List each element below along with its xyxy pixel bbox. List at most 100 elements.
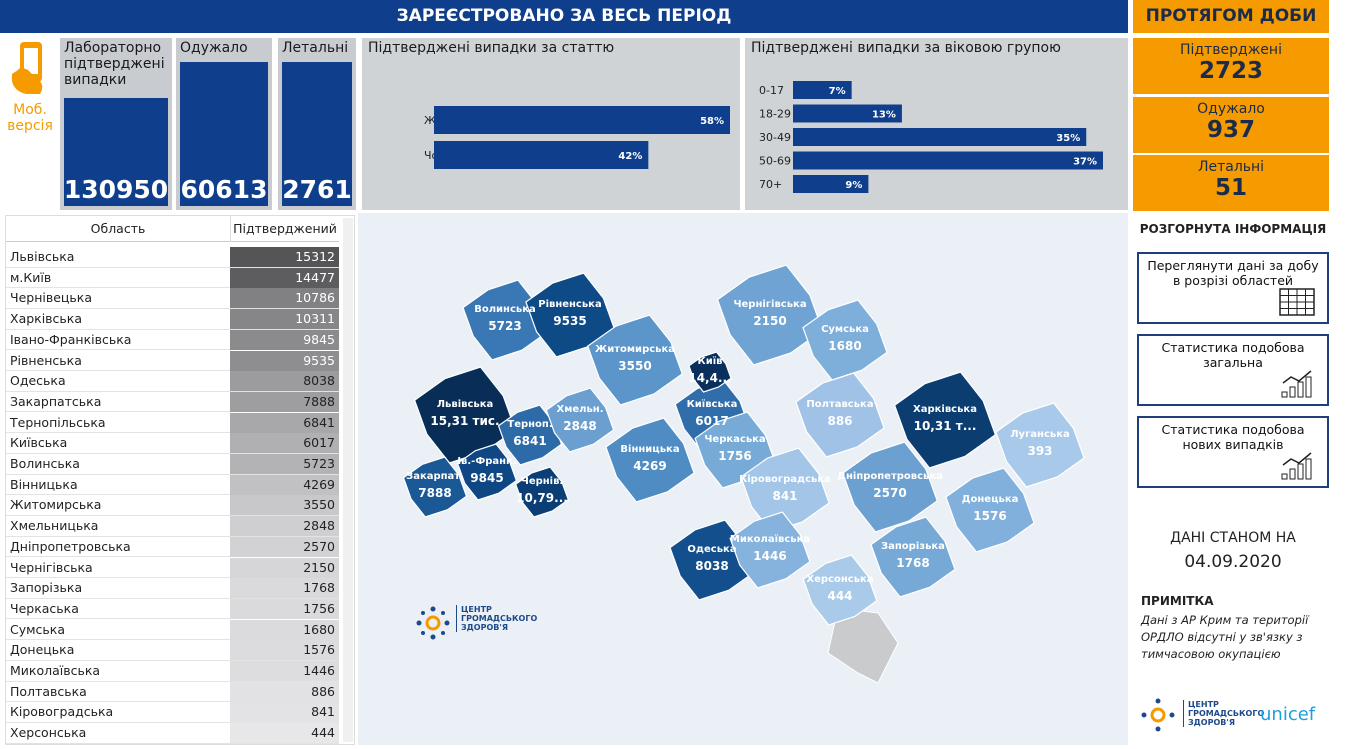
daily-value: 2723 <box>1198 58 1263 84</box>
region-value: 2848 <box>230 516 339 537</box>
daily-box: Летальні 51 <box>1133 155 1329 211</box>
region-name: м.Київ <box>10 269 52 285</box>
info-button[interactable]: Переглянути дані за добу в розрізі облас… <box>1137 252 1329 324</box>
chart-title: Підтверджені випадки за віковою групою <box>751 40 1061 56</box>
region-value: 10,79... <box>516 491 568 505</box>
region-name: Донецька <box>10 642 75 658</box>
value-label: 58% <box>700 116 724 127</box>
region-table: Область Підтверджений Львівська 15312 м.Ки… <box>5 215 355 745</box>
region-name: Житомирська <box>595 344 675 355</box>
bar <box>793 104 902 123</box>
value-label: 13% <box>872 110 896 121</box>
region-name: Запорізька <box>881 541 945 552</box>
region-name: Рівненська <box>538 299 601 310</box>
region-value: 7888 <box>418 486 451 500</box>
region-name: Львівська <box>10 249 75 264</box>
daily-label: Летальні <box>1197 159 1265 175</box>
table-row: Одеська 8038 <box>6 371 339 392</box>
region-name: Вінницька <box>10 476 78 492</box>
total-label: Лабораторно підтверджені випадки <box>64 40 165 88</box>
table-row: Кіровоградська 841 <box>6 702 339 723</box>
info-button[interactable]: Статистика подобова загальна <box>1137 334 1329 406</box>
region-value: 10786 <box>230 288 339 309</box>
table-row: Херсонська 444 <box>6 723 339 744</box>
table-row: Запорізька 1768 <box>6 578 339 599</box>
header-title: ЗАРЕЄСТРОВАНО ЗА ВЕСЬ ПЕРІОД <box>0 0 1128 33</box>
chart-title: Підтверджені випадки за статтю <box>368 40 615 56</box>
info-title: РОЗГОРНУТА ІНФОРМАЦІЯ <box>1139 222 1327 236</box>
region <box>545 387 615 453</box>
info-button[interactable]: Статистика подобова нових випадків <box>1137 416 1329 488</box>
scrollbar[interactable] <box>343 218 353 742</box>
region-name: Херсонська <box>806 574 873 585</box>
region <box>402 456 468 518</box>
region-value: 6017 <box>695 414 728 428</box>
mobile-icon[interactable] <box>6 40 56 98</box>
region-name: Чернігівська <box>10 559 93 575</box>
icon-part <box>1282 452 1312 466</box>
region <box>462 279 548 361</box>
region <box>995 402 1085 488</box>
chart-panel: Підтверджені випадки за статтю Жіноча58%Ч… <box>362 38 740 210</box>
region-value: 841 <box>772 489 797 503</box>
region-name: Київська <box>10 435 68 451</box>
region-value: 9845 <box>470 471 503 485</box>
region-name: Херсонська <box>10 725 87 741</box>
region-name: Запорізька <box>10 580 83 596</box>
region-value: 3550 <box>618 359 651 373</box>
button-label: Переглянути дані за добу в розрізі облас… <box>1147 258 1319 288</box>
table-header: Підтверджений <box>230 216 339 242</box>
table-row: Сумська 1680 <box>6 619 339 641</box>
region-value: 886 <box>230 681 339 702</box>
region-value: 14477 <box>230 267 339 288</box>
mobile-link[interactable]: Моб. версія <box>7 102 53 134</box>
region-value: 1756 <box>230 598 339 619</box>
button-label: Статистика подобова нових випадків <box>1161 422 1305 452</box>
icon-part <box>1289 468 1296 480</box>
region-name: Тернопільська <box>10 414 106 430</box>
region <box>605 417 695 503</box>
daily-label: Підтверджені <box>1180 42 1282 58</box>
region <box>729 511 811 589</box>
note-title: ПРИМІТКА <box>1141 594 1214 608</box>
bar <box>793 175 869 193</box>
bar <box>793 128 1087 146</box>
phone-screen <box>24 48 38 74</box>
region-value: 841 <box>230 702 339 723</box>
total-card: Одужало 60613 <box>176 38 272 210</box>
bar-chart: 0-17 7% 18-29 13% 30-49 35% 50-69 37% 70+ 9% <box>759 81 1103 193</box>
table-row: Харківська 10311 <box>6 309 339 330</box>
region-value: 1756 <box>718 449 751 463</box>
region-name: Хмельницька <box>10 518 99 534</box>
icon-part <box>1281 391 1288 398</box>
region-name: Кіровоградська <box>10 704 114 720</box>
region-value: 1768 <box>896 556 929 570</box>
table-row: Вінницька 4269 <box>6 474 339 496</box>
icon-part <box>1281 473 1288 480</box>
table-row: Хмельницька 2848 <box>6 516 339 537</box>
region-name: Миколаївська <box>10 663 101 678</box>
region-value: 2150 <box>230 557 339 578</box>
table-row: Закарпатська 7888 <box>6 391 339 413</box>
hand <box>11 68 43 94</box>
region-name: Київська <box>687 398 738 410</box>
region-value: 6841 <box>230 412 339 433</box>
region-value: 5723 <box>230 454 339 474</box>
region-name: Чернів. <box>521 476 564 487</box>
daily-label: Одужало <box>1197 100 1265 117</box>
region-value: 2570 <box>873 486 906 500</box>
logo-icon <box>1141 698 1175 732</box>
region-value: 6017 <box>230 433 339 454</box>
button-label: Статистика подобова загальна <box>1161 340 1305 370</box>
region-name: Житомирська <box>10 497 102 513</box>
region-name: Сумська <box>821 324 869 335</box>
icon-part <box>1282 370 1312 384</box>
region-name: Кіровоградська <box>739 474 831 485</box>
bar-chart: Жіноча58%Чоловіча42% <box>424 106 730 169</box>
region-name: Одеська <box>10 373 66 389</box>
region-name: Луганська <box>1010 429 1070 440</box>
region <box>795 372 885 458</box>
value-label: 35% <box>1056 133 1080 144</box>
category-label: 18-29 <box>759 108 791 121</box>
region-value: 1576 <box>973 509 1006 523</box>
